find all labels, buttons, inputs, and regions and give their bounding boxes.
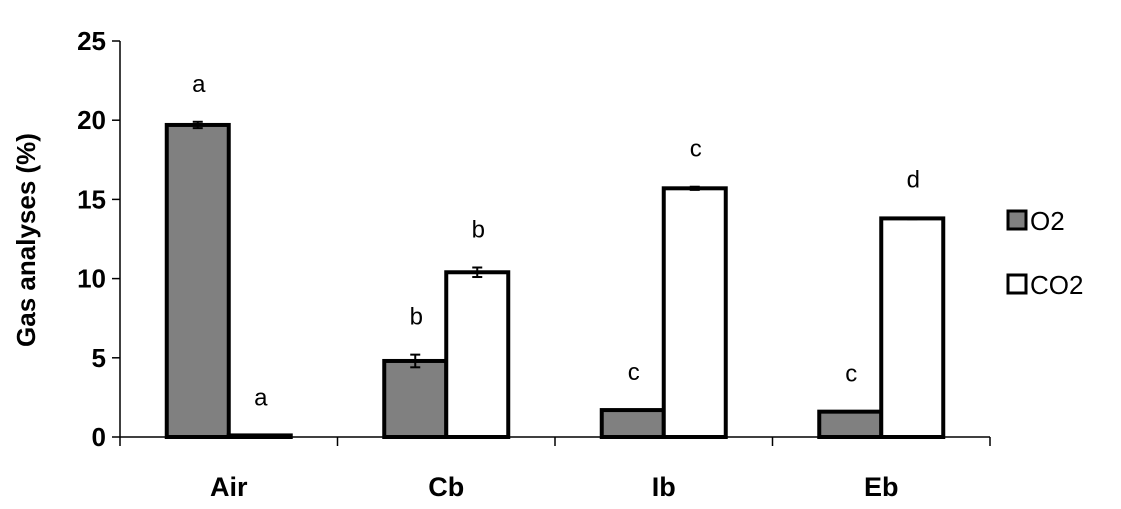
significance-letter: d	[907, 167, 920, 194]
bar-co2-cb	[444, 270, 511, 439]
significance-letter: a	[254, 384, 268, 411]
y-tick-label: 20	[77, 105, 106, 135]
y-tick-label: 15	[77, 184, 106, 214]
error-bar	[689, 185, 700, 191]
y-tick-label: 25	[77, 26, 106, 56]
legend-swatch-co2	[1006, 273, 1028, 295]
y-tick-label: 10	[77, 264, 106, 294]
x-axis: Air Cb Ib Eb	[119, 436, 991, 502]
error-bar	[472, 266, 483, 279]
bar-o2-ib	[599, 408, 666, 439]
significance-letter: c	[628, 359, 640, 386]
significance-labels: a a b b c c c d	[192, 71, 920, 412]
x-category-label: Air	[210, 472, 248, 502]
legend: O2 CO2	[1006, 206, 1083, 300]
x-category-label: Cb	[428, 472, 464, 502]
significance-letter: c	[845, 361, 857, 388]
bars	[164, 120, 946, 440]
bar-o2-air	[164, 122, 231, 440]
significance-letter: a	[192, 71, 206, 98]
error-bar	[192, 120, 203, 130]
significance-letter: b	[472, 217, 485, 244]
legend-swatch-o2	[1006, 209, 1028, 231]
legend-label-co2: CO2	[1030, 270, 1083, 300]
bar-co2-eb	[879, 216, 946, 439]
x-category-label: Ib	[652, 472, 676, 502]
x-category-label: Eb	[864, 472, 899, 502]
bar-co2-ib	[661, 186, 728, 439]
bar-o2-cb	[382, 358, 449, 439]
y-tick-label: 0	[92, 422, 106, 452]
legend-label-o2: O2	[1030, 206, 1065, 236]
y-axis-title: Gas analyses (%)	[11, 133, 41, 347]
significance-letter: b	[410, 304, 423, 331]
significance-letter: c	[690, 136, 702, 163]
y-axis: 0 5 10 15 20 25	[77, 26, 121, 452]
error-bar	[410, 353, 421, 369]
y-tick-label: 5	[92, 343, 106, 373]
bar-co2-air	[226, 433, 293, 439]
bar-o2-eb	[817, 409, 884, 440]
error-bar	[907, 216, 918, 221]
